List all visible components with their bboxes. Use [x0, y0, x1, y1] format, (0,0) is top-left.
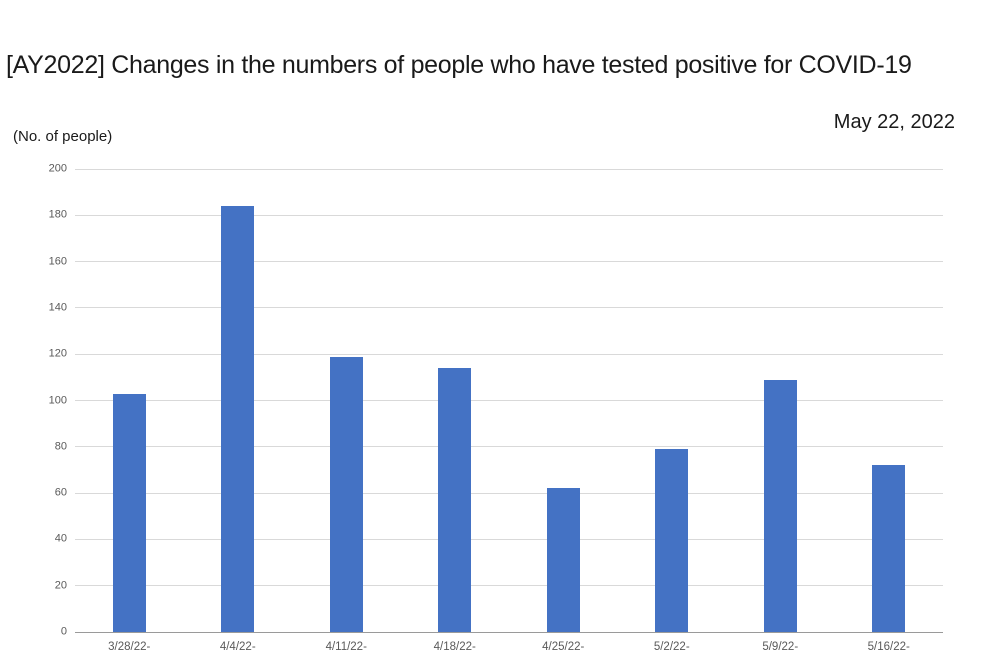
gridline-140: [75, 307, 943, 309]
bar-slot: [184, 169, 293, 632]
chart-title: [AY2022] Changes in the numbers of peopl…: [6, 51, 912, 79]
y-tick-label-120: 120: [48, 347, 67, 360]
x-tick-label-5/9/22-: 5/9/22-: [762, 641, 799, 653]
bar-slot: [835, 169, 944, 632]
bar-3/28/22-: [112, 393, 146, 632]
gridline-40: [75, 538, 943, 540]
y-tick-label-0: 0: [60, 625, 67, 638]
y-tick-label-140: 140: [48, 301, 67, 314]
y-tick-label-80: 80: [54, 440, 67, 453]
bar-5/16/22-: [872, 465, 906, 632]
x-tick-label-5/2/22-: 5/2/22-: [653, 641, 690, 653]
y-tick-label-60: 60: [54, 486, 67, 499]
bar-slot: [618, 169, 727, 632]
gridline-200: [75, 168, 943, 170]
bar-slot: [75, 169, 184, 632]
bar-series: [75, 169, 943, 632]
bar-5/2/22-: [655, 449, 689, 632]
x-axis-line: [75, 631, 943, 633]
bar-4/4/22-: [221, 206, 255, 632]
plot-area: 0 20 40 60 80 100 120 140 160 180 200 3/28/22- 4/4/…: [49, 163, 943, 653]
x-axis-tick-labels: 3/28/22- 4/4/22- 4/11/22- 4/18/22- 4/25/22- 5…: [75, 641, 943, 653]
x-tick-label-4/18/22-: 4/18/22-: [433, 641, 476, 653]
x-tick-label-4/4/22-: 4/4/22-: [219, 641, 256, 653]
x-tick-label-3/28/22-: 3/28/22-: [108, 641, 151, 653]
bar-slot: [726, 169, 835, 632]
bar-slot: [292, 169, 401, 632]
y-axis-unit-label: (No. of people): [13, 128, 113, 145]
y-tick-label-40: 40: [54, 532, 67, 545]
bar-4/18/22-: [438, 368, 472, 632]
y-tick-label-100: 100: [48, 394, 67, 406]
bar-slot: [509, 169, 618, 632]
gridline-120: [75, 353, 943, 355]
x-tick-label-4/11/22-: 4/11/22-: [325, 641, 367, 653]
y-tick-label-180: 180: [48, 208, 67, 221]
gridline-100: [75, 400, 943, 401]
gridline-80: [75, 446, 943, 448]
x-tick-label-5/16/22-: 5/16/22-: [867, 641, 910, 653]
bar-4/11/22-: [329, 356, 363, 632]
gridline-20: [75, 585, 943, 587]
gridline-60: [75, 492, 943, 494]
bar-5/9/22-: [763, 379, 797, 632]
gridline-160: [75, 261, 943, 263]
gridline-180: [75, 214, 943, 216]
bar-slot: [401, 169, 510, 632]
chart-date-label: May 22, 2022: [833, 111, 955, 133]
y-tick-label-20: 20: [54, 579, 67, 592]
x-tick-label-4/25/22-: 4/25/22-: [542, 641, 585, 653]
bar-4/25/22-: [546, 488, 580, 632]
y-tick-label-200: 200: [48, 162, 67, 175]
y-tick-label-160: 160: [48, 255, 67, 268]
